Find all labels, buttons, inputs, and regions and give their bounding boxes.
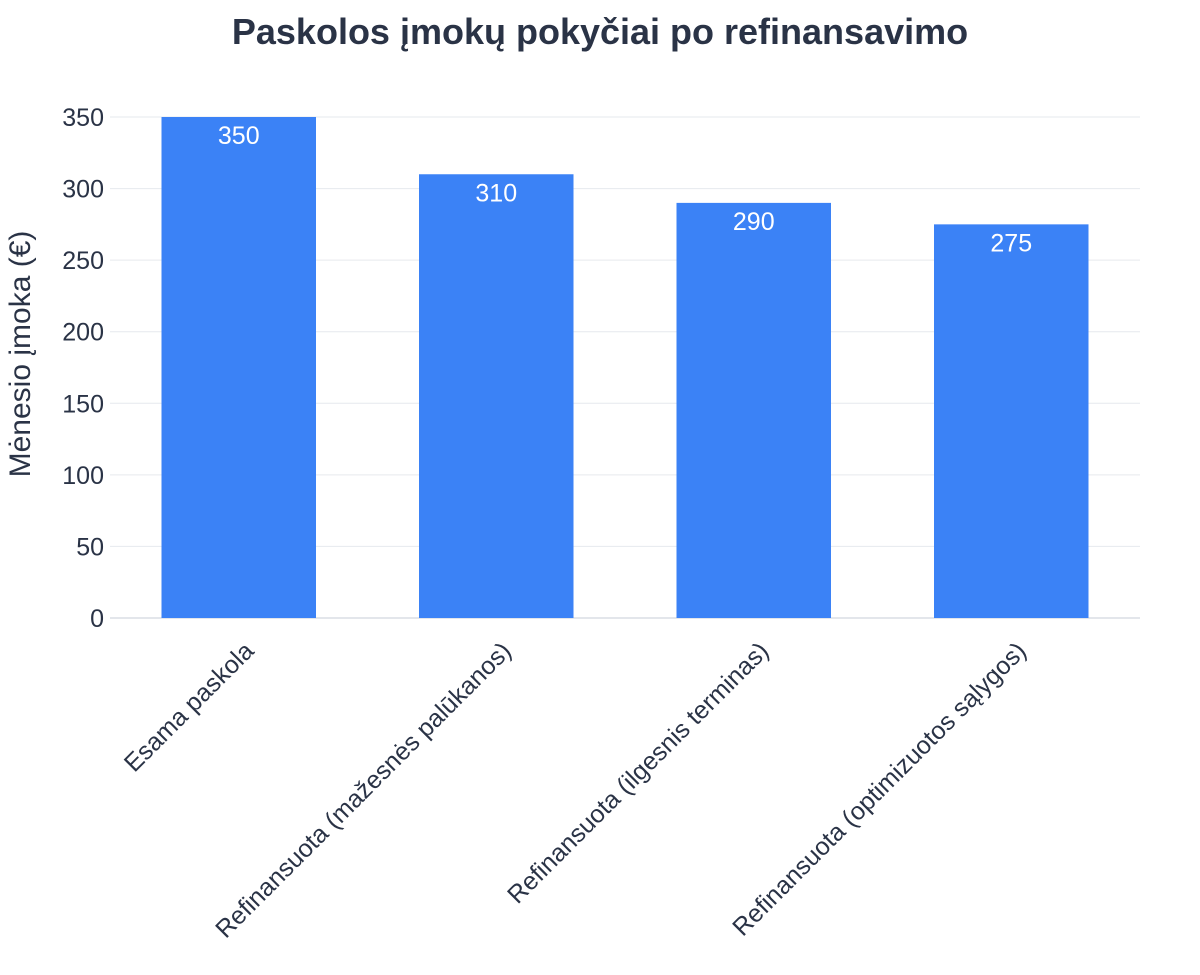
y-tick-label: 350 [62,104,104,132]
bar [934,224,1089,618]
x-category-label: Refinansuota (optimizuotos sąlygos) [727,637,1032,942]
y-tick-label: 200 [62,319,104,347]
y-tick-labels: 0 50 100 150 200 250 300 350 [62,104,104,633]
x-category-label: Refinansuota (mažesnės palūkanos) [210,637,517,944]
x-category-label: Esama paskola [119,637,260,778]
bars [161,117,1089,618]
y-tick-label: 50 [76,533,104,561]
bar-value-label: 290 [733,208,775,236]
y-axis-title: Mėnesio įmoka (€) [4,231,37,478]
y-tick-label: 150 [62,390,104,418]
bar-value-label: 310 [475,179,517,207]
y-tick-label: 0 [90,605,104,633]
bar [161,117,316,618]
bar [419,174,574,618]
data-labels: 350 310 290 275 [218,122,1032,257]
y-tick-label: 100 [62,462,104,490]
bar [676,202,831,618]
y-tick-label: 250 [62,247,104,275]
chart-title: Paskolos įmokų pokyčiai po refinansavimo [232,11,968,52]
x-category-label: Refinansuota (ilgesnis terminas) [502,637,774,909]
y-tick-label: 300 [62,176,104,204]
bar-value-label: 350 [218,122,260,150]
bar-value-label: 275 [990,229,1032,257]
